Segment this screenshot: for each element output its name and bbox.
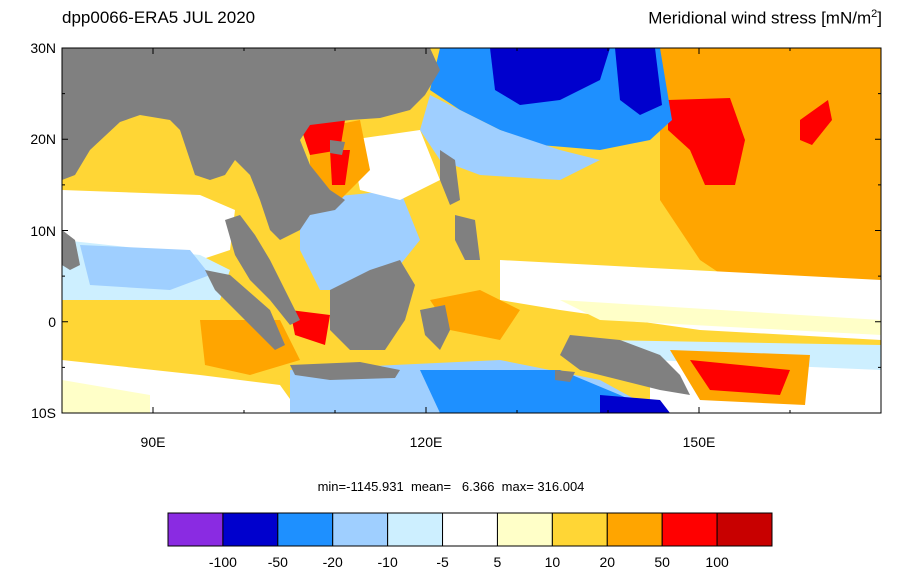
- land-small-island: [555, 370, 575, 382]
- x-label-90e: 90E: [141, 434, 166, 450]
- field-lightblue-scs: [420, 95, 600, 180]
- colorbar-swatch: [167, 512, 224, 547]
- colorbar-label: 100: [705, 554, 729, 570]
- colorbar-label: -5: [436, 554, 449, 570]
- title-right-superscript: 2: [871, 8, 878, 20]
- y-label-10n: 10N: [30, 223, 56, 239]
- land-malay-peninsula: [225, 215, 300, 325]
- field-darkblue-north: [490, 48, 610, 105]
- colorbar-swatch: [716, 512, 773, 547]
- land-borneo: [330, 260, 415, 350]
- axis-labels: 30N 20N 10N 0 10S 90E 120E 150E: [30, 40, 715, 450]
- field-lightblue-indian: [80, 245, 210, 290]
- y-label-10s: 10S: [31, 405, 56, 421]
- colorbar-label: 10: [545, 554, 561, 570]
- colorbar-label: -100: [209, 554, 237, 570]
- colorbar-swatch: [661, 512, 718, 547]
- colorbar-label: 5: [494, 554, 502, 570]
- field-red-java-sea: [290, 310, 330, 345]
- x-label-120e: 120E: [410, 434, 443, 450]
- y-label-30n: 30N: [30, 40, 56, 56]
- colorbar-swatch: [222, 512, 279, 547]
- plot-title-left: dpp0066-ERA5 JUL 2020: [62, 8, 256, 27]
- colorbar-swatch: [551, 512, 608, 547]
- land-masses: [62, 48, 690, 395]
- land-sumatra: [205, 270, 285, 350]
- colorbar-swatch: [606, 512, 663, 547]
- tick-marks: [61, 47, 882, 414]
- colorbar-swatch: [496, 512, 553, 547]
- field-red-vietnam: [330, 150, 350, 185]
- land-luzon: [440, 150, 460, 205]
- land-sulawesi: [420, 305, 450, 350]
- colorbar-swatch: [332, 512, 389, 547]
- x-label-150e: 150E: [683, 434, 716, 450]
- field-solomon-red: [690, 360, 790, 395]
- field-red-patch-pacific: [668, 98, 745, 185]
- colorbar: -100 -50 -20 -10 -5 5 10 20 50 100: [167, 512, 773, 570]
- colorbar-label: 20: [599, 554, 615, 570]
- field-arafura-darkblue: [600, 395, 670, 413]
- y-label-20n: 20N: [30, 131, 56, 147]
- field-equatorial-paleyellow: [560, 300, 881, 335]
- field-banda-orange: [430, 290, 520, 340]
- y-label-equator: 0: [48, 314, 56, 330]
- title-right-text: Meridional wind stress [mN/m: [648, 8, 872, 28]
- colorbar-swatch: [277, 512, 334, 547]
- title-right-end: ]: [877, 8, 882, 28]
- field-south-paleyellow: [62, 380, 150, 413]
- field-statistics: min=-1145.931 mean= 6.366 max= 316.004: [317, 479, 585, 494]
- land-asia-mainland: [62, 48, 440, 240]
- field-darkblue-north-2: [615, 48, 662, 115]
- land-new-guinea: [560, 335, 690, 395]
- colorbar-label: -50: [268, 554, 288, 570]
- colorbar-swatch: [387, 512, 444, 547]
- colorbar-swatch: [442, 512, 498, 547]
- land-java: [290, 362, 400, 380]
- field-scs-white: [350, 130, 440, 200]
- plot-title-right: Meridional wind stress [mN/m2]: [648, 8, 882, 29]
- land-hainan: [330, 140, 345, 155]
- colorbar-label: 50: [654, 554, 670, 570]
- colorbar-label: -10: [378, 554, 398, 570]
- field-white-indian: [62, 190, 235, 260]
- land-india-tip: [62, 230, 80, 270]
- land-mindanao: [455, 215, 480, 260]
- colorbar-label: -20: [323, 554, 343, 570]
- field-red-patch-east: [800, 100, 832, 145]
